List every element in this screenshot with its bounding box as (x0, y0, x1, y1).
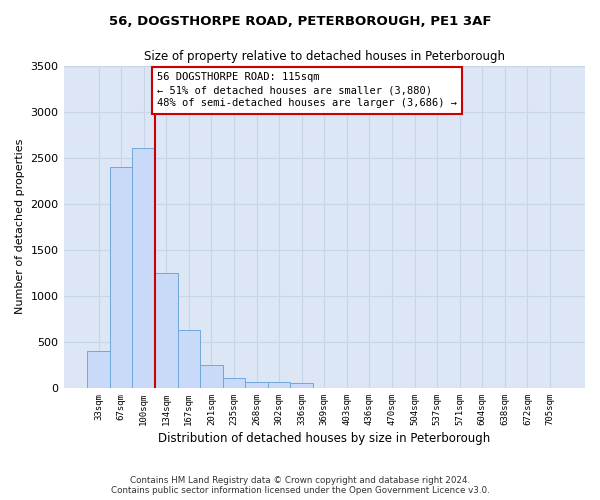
Bar (223, 378, 245, 388)
Bar (87, 351, 110, 388)
Bar (245, 382, 268, 388)
Y-axis label: Number of detached properties: Number of detached properties (15, 139, 25, 314)
Text: Contains HM Land Registry data © Crown copyright and database right 2024.
Contai: Contains HM Land Registry data © Crown c… (110, 476, 490, 495)
Text: 56 DOGSTHORPE ROAD: 115sqm
← 51% of detached houses are smaller (3,880)
48% of s: 56 DOGSTHORPE ROAD: 115sqm ← 51% of deta… (157, 72, 457, 108)
Bar (110, 167, 133, 388)
Text: 56, DOGSTHORPE ROAD, PETERBOROUGH, PE1 3AF: 56, DOGSTHORPE ROAD, PETERBOROUGH, PE1 3… (109, 15, 491, 28)
X-axis label: Distribution of detached houses by size in Peterborough: Distribution of detached houses by size … (158, 432, 490, 445)
Bar (268, 382, 290, 388)
Title: Size of property relative to detached houses in Peterborough: Size of property relative to detached ho… (144, 50, 505, 63)
Bar (155, 273, 178, 388)
Bar (200, 365, 223, 388)
Bar (178, 330, 200, 388)
Bar (133, 148, 155, 388)
Bar (290, 384, 313, 388)
